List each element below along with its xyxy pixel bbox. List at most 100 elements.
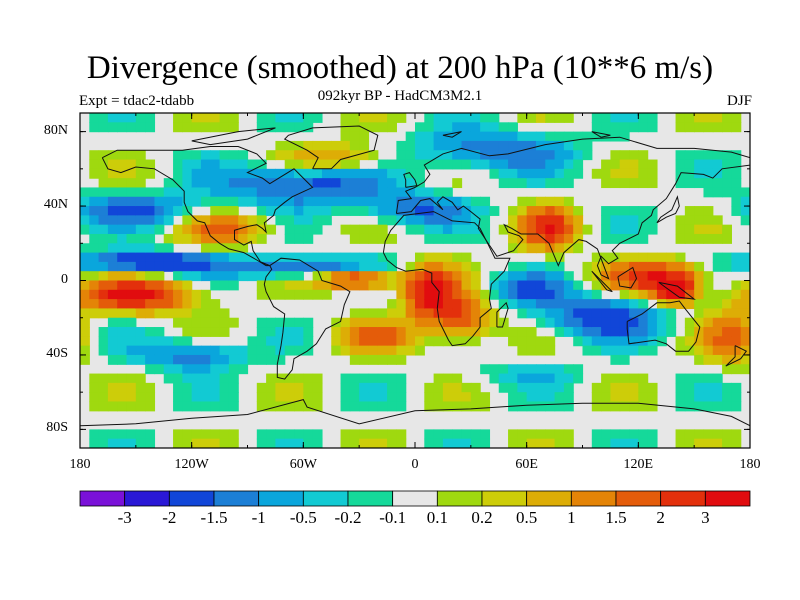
field-cell	[526, 308, 537, 319]
field-cell	[424, 438, 435, 448]
field-cell	[89, 150, 100, 161]
field-cell	[154, 299, 165, 310]
field-cell	[535, 131, 546, 142]
field-cell	[498, 289, 509, 300]
field-cell	[722, 233, 732, 244]
field-cell	[517, 224, 528, 235]
field-cell	[210, 150, 221, 161]
field-cell	[526, 140, 537, 151]
field-cell	[703, 345, 714, 356]
field-cell	[340, 178, 351, 189]
field-cell	[722, 429, 732, 440]
field-cell	[256, 168, 267, 179]
field-cell	[210, 327, 221, 337]
field-cell	[470, 131, 481, 142]
field-cell	[619, 224, 630, 235]
field-cell	[433, 187, 444, 198]
field-cell	[98, 168, 109, 179]
field-cell	[535, 206, 546, 216]
field-cell	[638, 429, 649, 440]
field-cell	[173, 345, 183, 356]
field-cell	[712, 233, 723, 244]
field-cell	[368, 224, 379, 235]
field-cell	[117, 373, 128, 384]
field-cell	[684, 280, 695, 291]
field-cell	[368, 271, 379, 282]
field-cell	[154, 327, 165, 337]
field-cell	[210, 252, 221, 263]
field-cell	[210, 113, 221, 123]
coastline	[395, 136, 750, 280]
field-cell	[321, 159, 332, 170]
field-cell	[554, 159, 565, 170]
field-cell	[228, 168, 239, 179]
field-cell	[610, 382, 621, 393]
field-cell	[647, 336, 658, 347]
coastline	[626, 300, 701, 352]
field-cell	[638, 159, 649, 170]
field-cell	[340, 187, 351, 198]
field-cell	[266, 289, 277, 300]
field-cell	[359, 336, 370, 347]
field-cell	[284, 122, 295, 133]
field-cell	[117, 233, 128, 244]
field-cell	[173, 187, 183, 198]
field-cell	[424, 299, 435, 310]
field-cell	[629, 382, 639, 393]
field-cell	[722, 178, 732, 189]
field-cell	[703, 401, 714, 412]
field-cell	[452, 308, 463, 319]
field-cell	[163, 178, 174, 189]
field-cell	[647, 392, 658, 403]
field-cell	[647, 345, 658, 356]
field-cell	[117, 243, 128, 254]
field-cell	[135, 224, 146, 235]
field-cell	[470, 438, 481, 448]
field-cell	[396, 178, 407, 189]
field-cell	[489, 113, 500, 123]
field-cell	[321, 206, 332, 216]
field-cell	[461, 206, 472, 216]
field-cell	[154, 252, 165, 263]
field-cell	[703, 327, 714, 337]
field-cell	[107, 354, 118, 365]
field-cell	[712, 178, 723, 189]
field-cell	[461, 429, 472, 440]
field-cell	[601, 392, 612, 403]
field-cell	[154, 354, 165, 365]
field-cell	[740, 215, 750, 226]
field-cell	[554, 233, 565, 244]
field-cell	[433, 271, 444, 282]
field-cell	[275, 150, 286, 161]
field-cell	[98, 289, 109, 300]
field-cell	[647, 327, 658, 337]
field-cell	[638, 150, 649, 161]
field-cell	[247, 271, 258, 282]
field-cell	[154, 336, 165, 347]
field-cell	[182, 224, 193, 235]
field-cell	[731, 336, 742, 347]
field-cell	[712, 159, 723, 170]
field-cell	[396, 336, 407, 347]
field-cell	[396, 215, 407, 226]
field-cell	[349, 345, 360, 356]
field-cell	[629, 178, 639, 189]
field-cell	[424, 429, 435, 440]
field-cell	[191, 252, 202, 263]
field-cell	[98, 401, 109, 412]
field-cell	[712, 299, 723, 310]
field-cell	[545, 308, 556, 319]
field-cell	[349, 373, 360, 384]
field-cell	[433, 131, 444, 142]
field-cell	[349, 178, 360, 189]
field-cell	[573, 159, 584, 170]
field-cell	[135, 429, 146, 440]
field-cell	[294, 206, 304, 216]
field-cell	[126, 345, 137, 356]
field-cell	[591, 392, 602, 403]
field-cell	[107, 196, 118, 207]
field-cell	[387, 429, 397, 440]
field-cell	[554, 392, 565, 403]
field-cell	[647, 429, 658, 440]
field-cell	[712, 401, 723, 412]
